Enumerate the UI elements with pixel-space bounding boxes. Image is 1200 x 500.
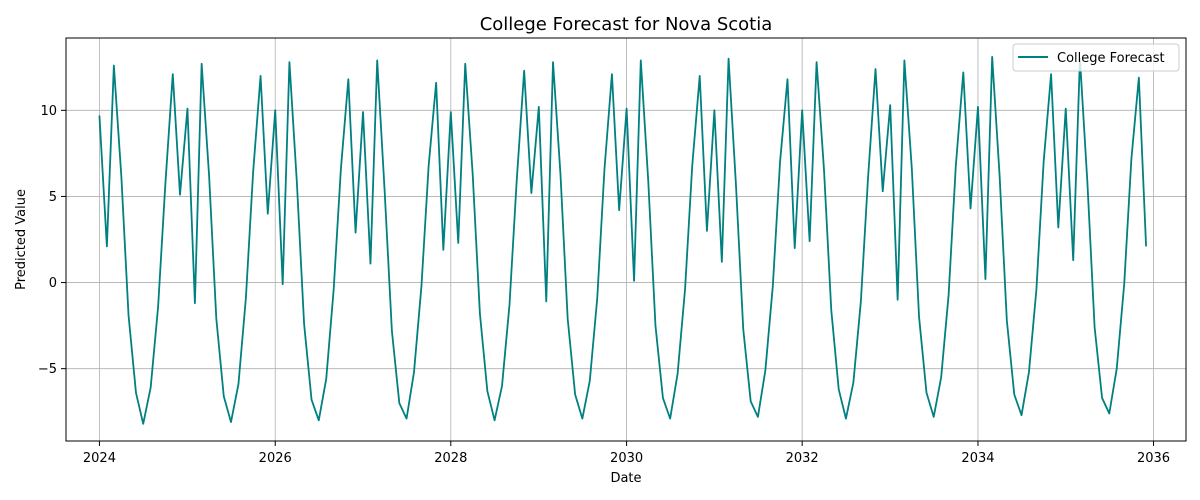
legend-box: [1012, 43, 1180, 72]
legend-label: College Forecast: [1057, 51, 1165, 66]
y-tick-label: 5: [49, 190, 57, 205]
y-tick-label: 0: [49, 276, 57, 291]
x-tick-label: 2028: [434, 451, 467, 466]
series-line: [98, 56, 1147, 425]
y-axis-label: Predicted Value: [14, 189, 29, 290]
y-axis: −5 0 5 10: [38, 104, 66, 377]
x-tick-label: 2026: [259, 451, 292, 466]
x-tick-label: 2024: [83, 451, 116, 466]
plot-frame: [65, 37, 1187, 442]
x-tick-label: 2034: [961, 451, 994, 466]
series-layer: [98, 56, 1147, 425]
x-tick-label: 2030: [610, 451, 643, 466]
chart-title: College Forecast for Nova Scotia: [480, 14, 773, 35]
legend: College Forecast: [1012, 43, 1180, 72]
x-tick-label: 2032: [786, 451, 819, 466]
x-axis-label: Date: [610, 471, 641, 486]
x-tick-label: 2036: [1137, 451, 1170, 466]
x-axis: 2024 2026 2028 2030 2032 2034 2036: [83, 441, 1170, 466]
y-tick-label: 10: [40, 104, 57, 119]
y-tick-label: −5: [38, 362, 57, 377]
